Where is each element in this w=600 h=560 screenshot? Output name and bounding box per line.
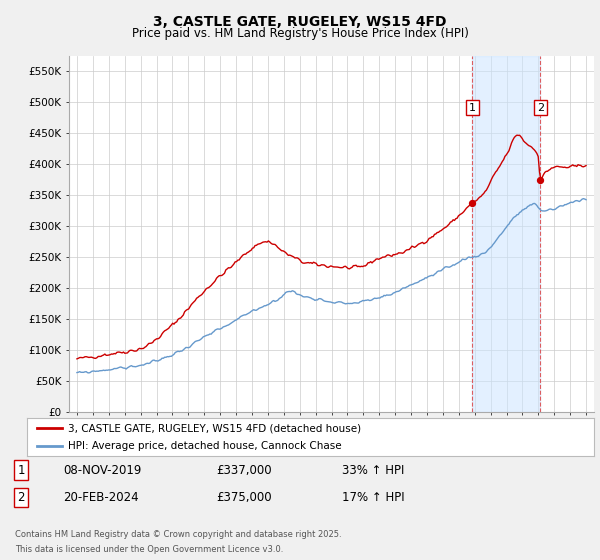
Text: 1: 1	[17, 464, 25, 477]
Text: 3, CASTLE GATE, RUGELEY, WS15 4FD (detached house): 3, CASTLE GATE, RUGELEY, WS15 4FD (detac…	[68, 423, 361, 433]
Text: 2: 2	[537, 102, 544, 113]
Text: 1: 1	[469, 102, 476, 113]
Text: HPI: Average price, detached house, Cannock Chase: HPI: Average price, detached house, Cann…	[68, 441, 341, 451]
Text: 17% ↑ HPI: 17% ↑ HPI	[342, 491, 404, 504]
Text: 33% ↑ HPI: 33% ↑ HPI	[342, 464, 404, 477]
Text: £337,000: £337,000	[216, 464, 272, 477]
Text: 2: 2	[17, 491, 25, 504]
Text: Contains HM Land Registry data © Crown copyright and database right 2025.: Contains HM Land Registry data © Crown c…	[15, 530, 341, 539]
Text: 08-NOV-2019: 08-NOV-2019	[63, 464, 142, 477]
Point	[467, 199, 477, 208]
Bar	[554, 56, 594, 412]
Text: 3, CASTLE GATE, RUGELEY, WS15 4FD: 3, CASTLE GATE, RUGELEY, WS15 4FD	[153, 15, 447, 29]
Text: 20-FEB-2024: 20-FEB-2024	[63, 491, 139, 504]
Text: Price paid vs. HM Land Registry's House Price Index (HPI): Price paid vs. HM Land Registry's House …	[131, 27, 469, 40]
Text: £375,000: £375,000	[216, 491, 272, 504]
Text: This data is licensed under the Open Government Licence v3.0.: This data is licensed under the Open Gov…	[15, 545, 283, 554]
Point	[536, 175, 545, 184]
Bar	[472, 56, 541, 412]
